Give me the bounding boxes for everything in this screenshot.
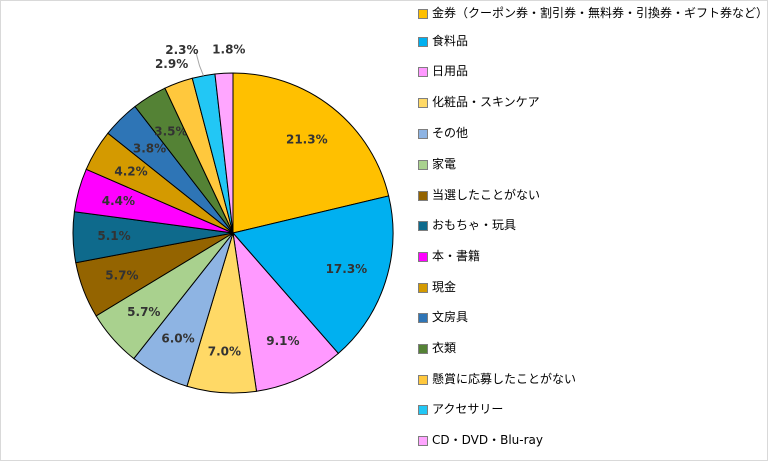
- legend-item: おもちゃ・玩具: [418, 217, 767, 233]
- legend-item: 懸賞に応募したことがない: [418, 371, 767, 387]
- legend-label: 当選したことがない: [432, 188, 541, 202]
- data-label: 2.9%: [155, 57, 188, 71]
- data-label: 5.7%: [105, 269, 138, 283]
- legend-item: 金券（クーポン券・割引券・無料券・引換券・ギフト券など）: [418, 5, 768, 21]
- legend-item: 文房具: [418, 309, 767, 325]
- chart-legend: 金券（クーポン券・割引券・無料券・引換券・ギフト券など） 食料品日用品化粧品・スキ…: [418, 1, 768, 462]
- legend-swatch: [418, 37, 428, 47]
- data-label: 5.7%: [127, 305, 160, 319]
- legend-item: その他: [418, 125, 767, 141]
- legend-label: 化粧品・スキンケア: [432, 95, 540, 109]
- legend-swatch: [418, 221, 428, 231]
- legend-item: CD・DVD・Blu-ray: [418, 432, 767, 448]
- data-label: 6.0%: [161, 332, 194, 346]
- legend-label: 食料品: [432, 34, 469, 48]
- legend-swatch: [418, 67, 428, 77]
- leader-line: [195, 51, 204, 76]
- legend-item: 化粧品・スキンケア: [418, 94, 767, 110]
- data-label: 1.8%: [212, 42, 245, 56]
- legend-swatch: [418, 436, 428, 446]
- legend-label: CD・DVD・Blu-ray: [432, 433, 543, 447]
- data-label: 17.3%: [326, 262, 368, 276]
- legend-label: 家電: [432, 157, 457, 171]
- legend-swatch: [418, 252, 428, 262]
- pie-slice: [232, 72, 390, 234]
- pie-slice: [232, 231, 340, 392]
- legend-item: 現金: [418, 279, 767, 295]
- data-label: 4.4%: [102, 194, 135, 208]
- legend-swatch: [418, 283, 428, 293]
- legend-swatch: [418, 313, 428, 323]
- legend-swatch: [418, 9, 428, 19]
- pie-slice: [232, 195, 394, 355]
- legend-label: 本・書籍: [432, 249, 481, 263]
- legend-item: 日用品: [418, 63, 767, 79]
- legend-label: 文房具: [432, 310, 469, 324]
- legend-label: 懸賞に応募したことがない: [432, 372, 577, 386]
- legend-label: 現金: [432, 280, 457, 294]
- legend-label: おもちゃ・玩具: [432, 218, 517, 232]
- legend-label: 金券（クーポン券・割引券・無料券・引換券・ギフト券など）: [432, 6, 768, 20]
- legend-swatch: [418, 191, 428, 201]
- legend-item: 本・書籍: [418, 248, 767, 264]
- legend-item: 衣類: [418, 340, 767, 356]
- legend-item: 当選したことがない: [418, 187, 767, 203]
- legend-item: 家電: [418, 156, 767, 172]
- legend-swatch: [418, 405, 428, 415]
- legend-swatch: [418, 344, 428, 354]
- data-label: 3.5%: [154, 125, 187, 139]
- data-label: 3.8%: [133, 141, 166, 155]
- data-label: 4.2%: [114, 165, 147, 179]
- legend-label: その他: [432, 126, 469, 140]
- pie-chart: 21.3%17.3%9.1%7.0%6.0%5.7%5.7%5.1%4.4%4.…: [72, 42, 394, 394]
- legend-swatch: [418, 375, 428, 385]
- pie-slice: [214, 72, 234, 234]
- data-label: 7.0%: [208, 345, 241, 359]
- data-label: 9.1%: [266, 334, 299, 348]
- legend-label: 衣類: [432, 341, 457, 355]
- legend-label: 日用品: [432, 64, 469, 78]
- legend-swatch: [418, 129, 428, 139]
- data-label: 5.1%: [97, 229, 130, 243]
- data-label: 2.3%: [165, 43, 198, 57]
- legend-swatch: [418, 98, 428, 108]
- legend-item: アクセサリー: [418, 401, 767, 417]
- data-label: 21.3%: [286, 133, 328, 147]
- legend-item: 食料品: [418, 33, 767, 49]
- legend-swatch: [418, 160, 428, 170]
- legend-label: アクセサリー: [432, 402, 504, 416]
